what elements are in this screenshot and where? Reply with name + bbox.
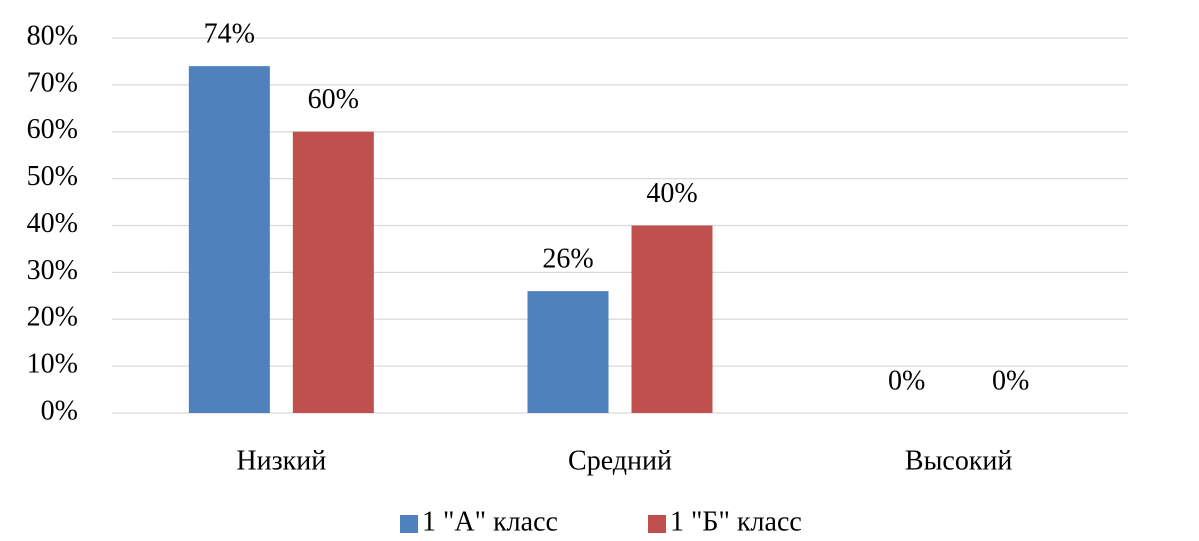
y-tick-label: 0%: [41, 395, 78, 426]
data-label: 40%: [646, 178, 697, 209]
data-label: 60%: [308, 84, 359, 115]
y-tick-label: 40%: [27, 208, 78, 239]
y-tick-label: 60%: [27, 114, 78, 145]
data-label: 26%: [542, 244, 593, 275]
y-tick-label: 30%: [27, 255, 78, 286]
bar: [527, 291, 609, 413]
bar: [292, 131, 374, 413]
legend-swatch: [648, 515, 666, 533]
legend-label: 1 "Б" класс: [670, 506, 802, 537]
y-tick-label: 80%: [27, 20, 78, 51]
y-tick-label: 20%: [27, 302, 78, 333]
bar: [188, 66, 270, 413]
data-label: 0%: [888, 365, 925, 396]
y-tick-label: 70%: [27, 67, 78, 98]
legend-label: 1 "А" класс: [422, 506, 558, 537]
x-tick-label: Высокий: [905, 445, 1013, 476]
legend-swatch: [400, 515, 418, 533]
y-tick-label: 10%: [27, 349, 78, 380]
y-tick-label: 50%: [27, 161, 78, 192]
bar: [631, 225, 713, 413]
x-tick-label: Низкий: [236, 445, 326, 476]
data-label: 0%: [992, 365, 1029, 396]
x-tick-label: Средний: [568, 445, 672, 476]
data-label: 74%: [204, 19, 255, 50]
